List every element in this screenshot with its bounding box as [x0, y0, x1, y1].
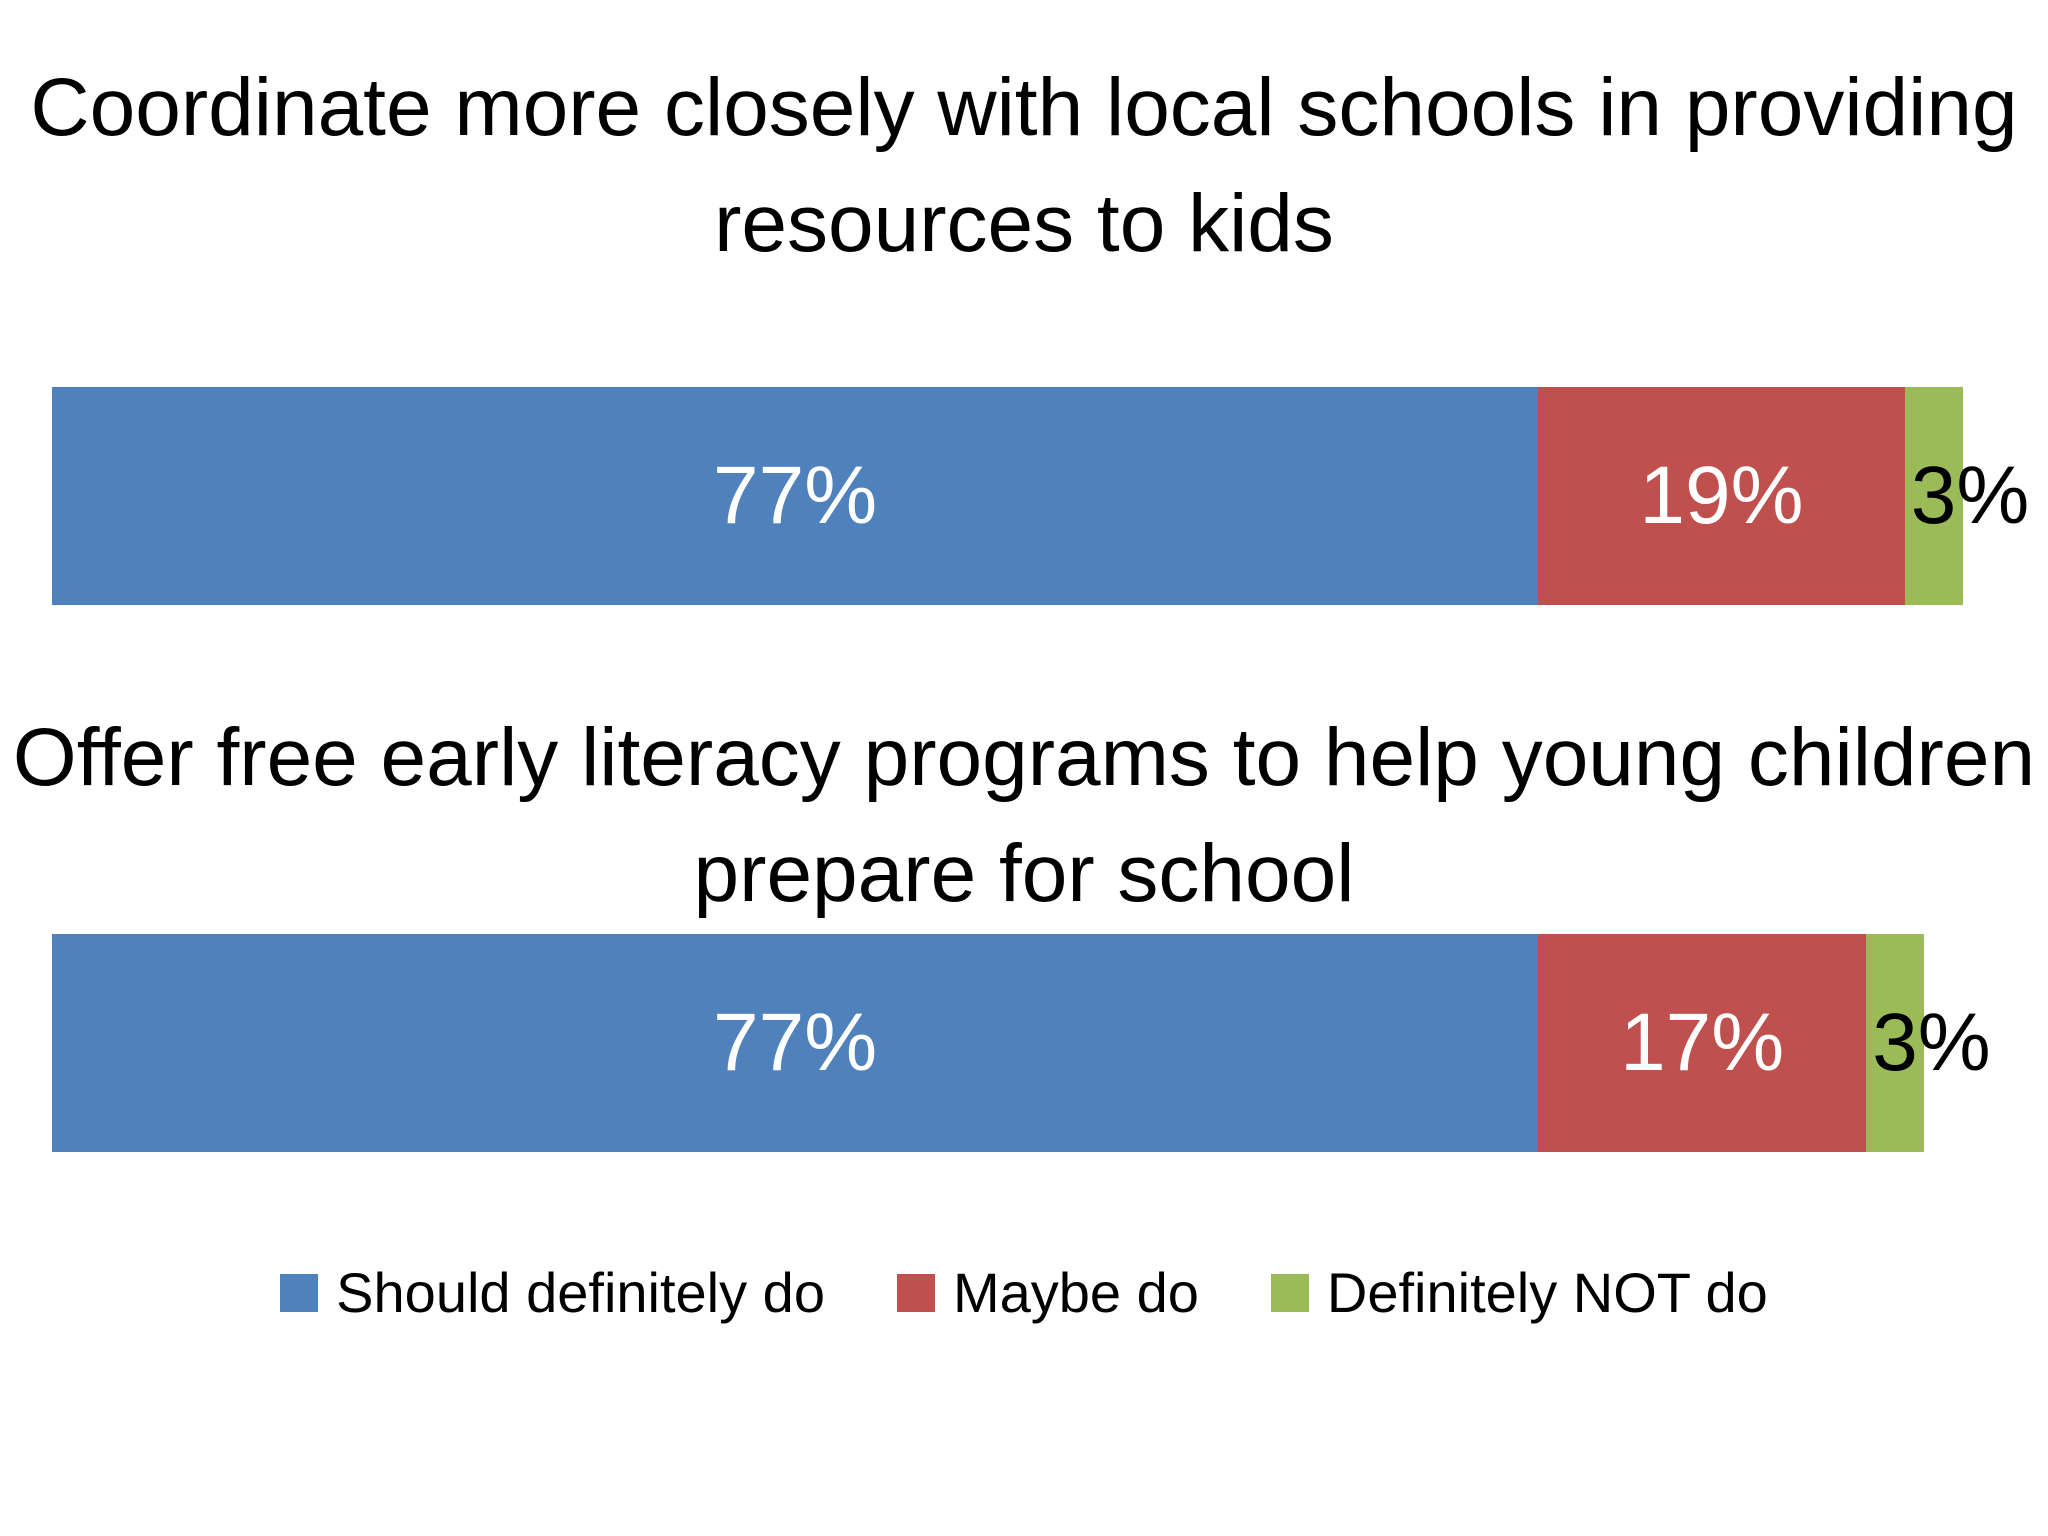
stacked-bar-1: 77% 19% 3% [52, 387, 2029, 605]
data-label-should-definitely-do: 77% [712, 450, 878, 541]
legend-item-definitely-not-do: Definitely NOT do [1270, 1260, 1768, 1325]
chart-title-2: Offer free early literacy programs to he… [12, 712, 2036, 919]
bar-segment-should-definitely-do [52, 934, 1539, 1152]
chart-title-1: Coordinate more closely with local schoo… [30, 62, 2018, 269]
legend-swatch-red-icon [896, 1273, 935, 1312]
bar-segment-maybe-do [1538, 387, 1905, 605]
legend-swatch-blue-icon [280, 1273, 319, 1312]
bar-segment-definitely-not-do [1866, 934, 1925, 1152]
data-label-definitely-not-do: 3% [1910, 450, 2030, 541]
data-label-definitely-not-do: 3% [1872, 997, 1991, 1088]
legend-label: Maybe do [952, 1261, 1199, 1324]
legend-label: Definitely NOT do [1326, 1261, 1768, 1324]
legend-swatch-green-icon [1270, 1273, 1309, 1312]
legend-label: Should definitely do [336, 1261, 825, 1324]
bar-segment-should-definitely-do [52, 387, 1539, 605]
bar-segment-definitely-not-do [1904, 387, 1963, 605]
data-label-maybe-do: 17% [1620, 997, 1785, 1088]
stacked-bar-2: 77% 17% 3% [52, 934, 1991, 1152]
data-label-should-definitely-do: 77% [712, 997, 878, 1088]
legend-item-maybe-do: Maybe do [896, 1260, 1199, 1325]
legend: Should definitely do Maybe do Definitely… [0, 1260, 2048, 1325]
data-label-maybe-do: 19% [1639, 450, 1804, 541]
bar-segment-maybe-do [1538, 934, 1867, 1152]
legend-item-should-definitely-do: Should definitely do [280, 1260, 825, 1325]
